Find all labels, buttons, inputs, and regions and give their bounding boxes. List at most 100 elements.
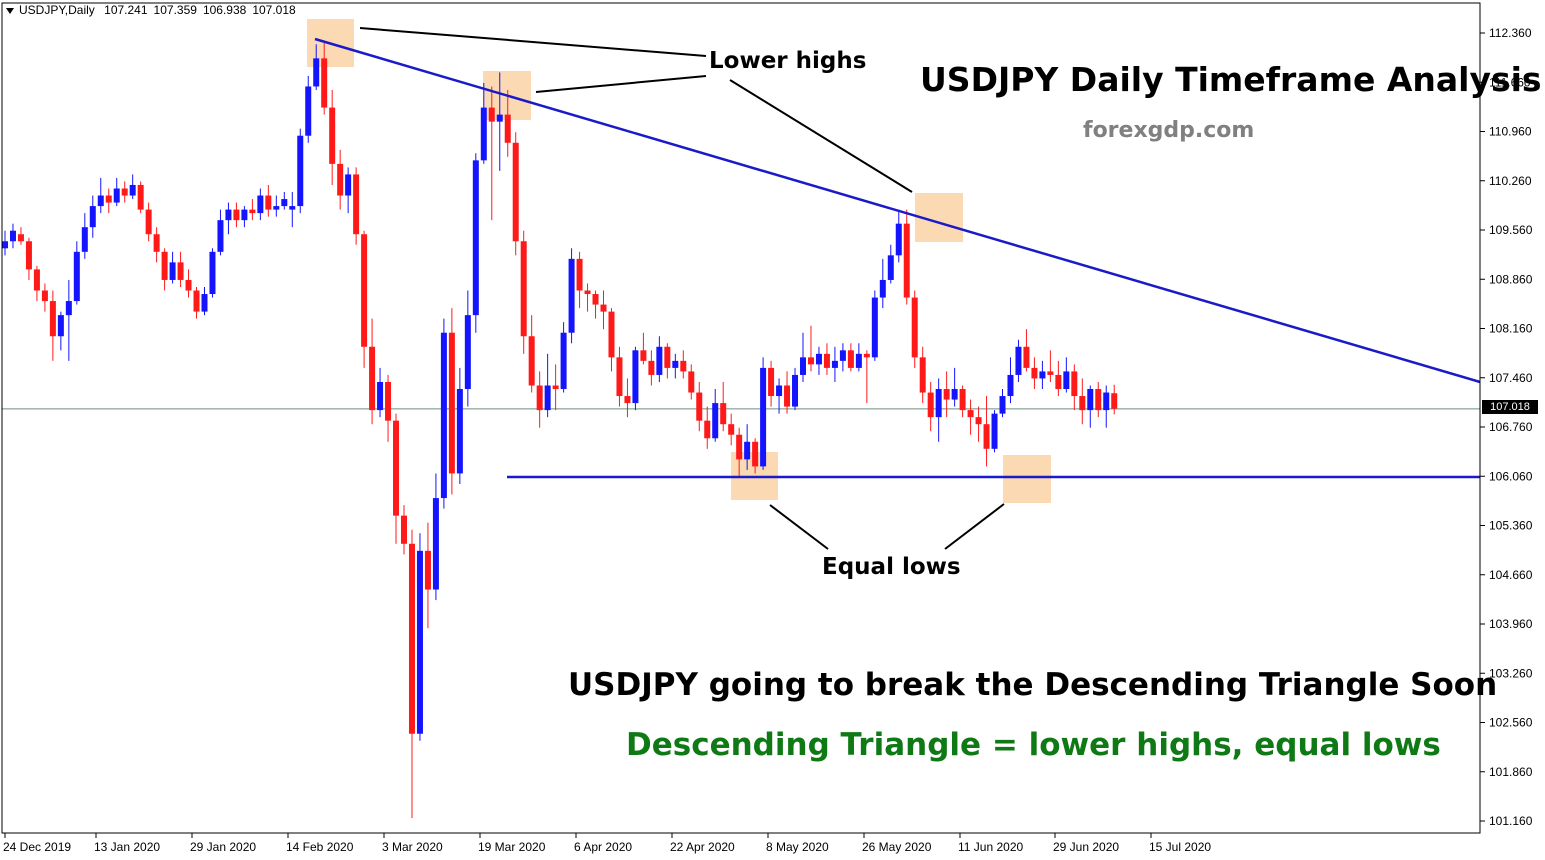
candle-body xyxy=(97,195,104,207)
candle-body xyxy=(377,381,384,411)
candle-body xyxy=(720,403,727,425)
candle-body xyxy=(81,227,88,252)
candle-body xyxy=(424,550,431,590)
candle-body xyxy=(991,413,998,449)
x-tick-label: 15 Jul 2020 xyxy=(1149,840,1211,854)
candle-body xyxy=(9,230,16,242)
y-tick-label: 102.560 xyxy=(1489,716,1533,730)
x-tick-label: 6 Apr 2020 xyxy=(574,840,632,854)
candle-body xyxy=(105,195,112,203)
candle-body xyxy=(257,195,264,214)
candle-body xyxy=(201,294,208,312)
candle-body xyxy=(943,389,950,400)
candle-body xyxy=(145,209,152,235)
candle-body xyxy=(736,434,743,460)
candle-body xyxy=(1015,346,1022,375)
candle-body xyxy=(161,251,168,280)
x-tick-label: 11 Jun 2020 xyxy=(958,840,1023,854)
candle-body xyxy=(89,206,96,228)
x-tick-label: 3 Mar 2020 xyxy=(382,840,443,854)
y-tick-label: 106.060 xyxy=(1489,469,1533,483)
candle-body xyxy=(416,550,423,734)
overlays-layer xyxy=(314,27,1481,550)
plot-frame xyxy=(1,2,1481,834)
candle-body xyxy=(265,195,272,210)
candle-body xyxy=(560,332,567,390)
candle-body xyxy=(504,114,511,143)
candle-body xyxy=(536,385,543,411)
x-tick-label: 14 Feb 2020 xyxy=(286,840,354,854)
chart-title: USDJPY Daily Timeframe Analysis xyxy=(920,60,1542,99)
candle-body xyxy=(17,234,24,242)
candle-body xyxy=(1031,367,1038,379)
candle-body xyxy=(768,367,775,397)
candle-body xyxy=(831,360,838,368)
ohlc-close: 107.018 xyxy=(252,3,296,17)
candle-body xyxy=(959,389,966,411)
candle-body xyxy=(448,332,455,474)
candle-body xyxy=(209,251,216,295)
annotation-pointer xyxy=(769,504,829,550)
candle-body xyxy=(680,360,687,372)
candle-body xyxy=(752,441,759,467)
candle-body xyxy=(496,114,503,122)
candle-body xyxy=(129,184,136,196)
candle-body xyxy=(600,304,607,312)
symbol-dropdown-icon[interactable] xyxy=(6,7,14,14)
candle-body xyxy=(313,58,320,87)
ohlc-high: 107.359 xyxy=(153,3,197,17)
candle-body xyxy=(241,209,248,221)
candle-body xyxy=(800,357,806,375)
candle-body xyxy=(273,206,280,210)
candle-body xyxy=(839,350,846,361)
lower-highs-label: Lower highs xyxy=(709,48,867,74)
candle-body xyxy=(41,290,48,302)
candle-body xyxy=(999,396,1006,414)
candle-body xyxy=(975,417,982,425)
candle-body xyxy=(345,174,352,196)
candle-body xyxy=(137,184,144,210)
candle-body xyxy=(776,385,783,397)
candle-body xyxy=(361,234,368,347)
y-tick-label: 101.160 xyxy=(1489,814,1533,828)
descending-trendline xyxy=(314,37,1481,384)
candle-body xyxy=(1039,371,1046,379)
chart-header: USDJPY,Daily 107.241 107.359 106.938 107.01… xyxy=(6,3,302,17)
x-tick-label: 24 Dec 2019 xyxy=(3,840,71,854)
candle-body xyxy=(321,58,328,108)
ohlc-low: 106.938 xyxy=(202,3,247,17)
candle-body xyxy=(385,381,392,421)
annotation-pointer xyxy=(729,79,913,193)
candle-body xyxy=(712,403,719,439)
candle-body xyxy=(576,258,583,291)
y-tick-label: 109.560 xyxy=(1489,223,1533,237)
candle-body xyxy=(393,420,400,516)
candle-body xyxy=(169,262,176,280)
candle-body xyxy=(656,346,663,375)
highlight-box xyxy=(1003,455,1051,503)
candle-body xyxy=(983,424,990,449)
candle-body xyxy=(225,209,232,221)
equal-lows-label: Equal lows xyxy=(822,554,961,580)
candle-body xyxy=(65,301,72,316)
candle-body xyxy=(672,360,679,368)
candle-body xyxy=(1055,374,1062,390)
candle-body xyxy=(911,297,918,358)
candle-body xyxy=(432,498,439,590)
candle-body xyxy=(113,188,120,203)
symbol-label: USDJPY,Daily xyxy=(19,3,95,17)
candle-body xyxy=(760,367,767,467)
x-tick-label: 8 May 2020 xyxy=(766,840,829,854)
x-tick-label: 19 Mar 2020 xyxy=(478,840,546,854)
candle-body xyxy=(1071,371,1078,397)
annotation-pointer xyxy=(944,503,1005,550)
y-tick-label: 110.960 xyxy=(1489,125,1532,139)
y-tick-label: 105.360 xyxy=(1489,519,1533,533)
candle-body xyxy=(33,269,40,291)
candle-body xyxy=(193,290,200,312)
candle-body xyxy=(895,223,902,256)
y-tick-label: 104.660 xyxy=(1489,568,1533,582)
candle-body xyxy=(520,241,527,337)
candle-body xyxy=(353,174,360,235)
candle-body xyxy=(281,199,288,207)
